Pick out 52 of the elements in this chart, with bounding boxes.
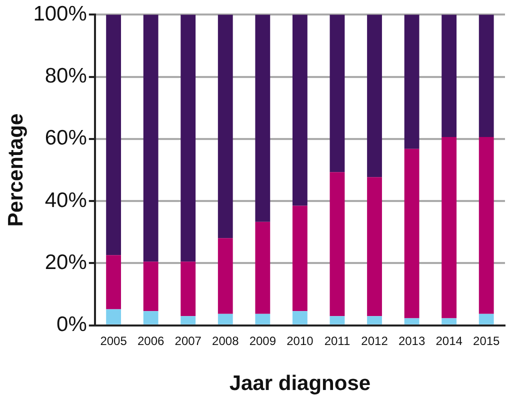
bar xyxy=(143,311,158,324)
bar xyxy=(180,14,196,262)
bar xyxy=(218,314,233,324)
bar xyxy=(478,14,494,138)
x-axis-title: Jaar diagnose xyxy=(229,372,371,396)
x-tick-label: 2008 xyxy=(212,334,240,348)
bar xyxy=(442,318,457,324)
bar xyxy=(442,137,457,318)
y-tick-label: 100% xyxy=(33,2,87,26)
bar xyxy=(106,14,122,256)
bar xyxy=(367,177,382,316)
bar xyxy=(292,311,308,324)
bar xyxy=(292,206,308,312)
y-tick-label: 60% xyxy=(44,126,87,150)
x-tick-label: 2012 xyxy=(361,334,388,348)
y-tick-label: 20% xyxy=(44,251,87,274)
x-tick-label: 2013 xyxy=(398,334,426,348)
bar xyxy=(330,14,345,172)
x-tick-label: 2006 xyxy=(137,334,164,348)
bar xyxy=(180,316,196,324)
x-tick-label: 2007 xyxy=(174,334,202,348)
y-tick-label: 0% xyxy=(56,313,87,336)
bar xyxy=(218,14,233,238)
bar xyxy=(180,262,196,316)
x-tick-label: 2005 xyxy=(100,334,128,348)
bar xyxy=(255,14,270,222)
x-tick-label: 2014 xyxy=(436,334,463,348)
bar xyxy=(143,14,158,262)
x-tick-label: 2015 xyxy=(473,334,500,348)
y-tick-label: 40% xyxy=(44,188,87,212)
bar xyxy=(478,314,494,324)
bar xyxy=(367,316,382,324)
bar xyxy=(367,14,382,178)
bar xyxy=(478,137,494,314)
bar xyxy=(255,222,270,314)
bar xyxy=(330,316,345,324)
y-axis-title: Percentage xyxy=(4,113,28,227)
x-tick-label: 2011 xyxy=(324,334,350,348)
bar xyxy=(442,14,457,138)
bar xyxy=(404,318,420,324)
bar xyxy=(292,14,308,206)
bar xyxy=(404,148,420,318)
x-tick-label: 2009 xyxy=(249,334,276,348)
bar xyxy=(218,238,233,314)
y-tick-label: 80% xyxy=(44,64,87,88)
bar xyxy=(106,255,122,310)
bar xyxy=(330,172,345,316)
bar xyxy=(106,309,122,324)
bar xyxy=(255,314,270,324)
bar xyxy=(404,14,420,149)
bar xyxy=(143,262,158,312)
x-tick-label: 2010 xyxy=(286,334,314,348)
